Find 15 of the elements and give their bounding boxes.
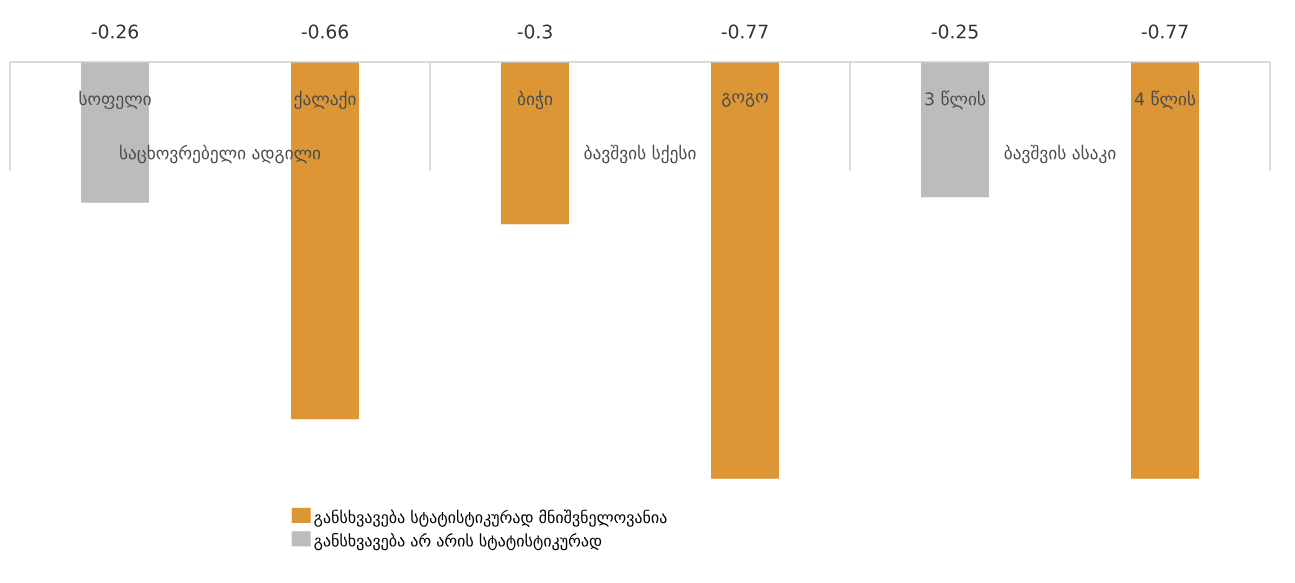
legend-label: განსხვავება არ არის სტატისტიკურად [314,532,602,551]
x-tick-label: 3 წლის [925,90,986,110]
x-tick-label: 4 წლის [1134,90,1196,110]
data-label: -0.26 [91,24,138,39]
data-label: -0.66 [301,24,348,39]
data-label: -0.77 [1141,24,1188,39]
x-tick-label: ქალაქი [294,90,356,110]
data-label: -0.25 [931,24,978,39]
x-tick-label: ბიჭი [517,90,553,110]
legend-label: განსხვავება სტატისტიკურად მნიშვნელოვანია [314,509,667,527]
annotation: ბავშვის ასაკი [1004,144,1116,164]
data-label: -0.77 [721,24,768,39]
annotation: ბავშვის სქესი [584,144,696,164]
x-tick-label: გოგო [722,93,768,107]
data-label: -0.3 [517,24,552,39]
